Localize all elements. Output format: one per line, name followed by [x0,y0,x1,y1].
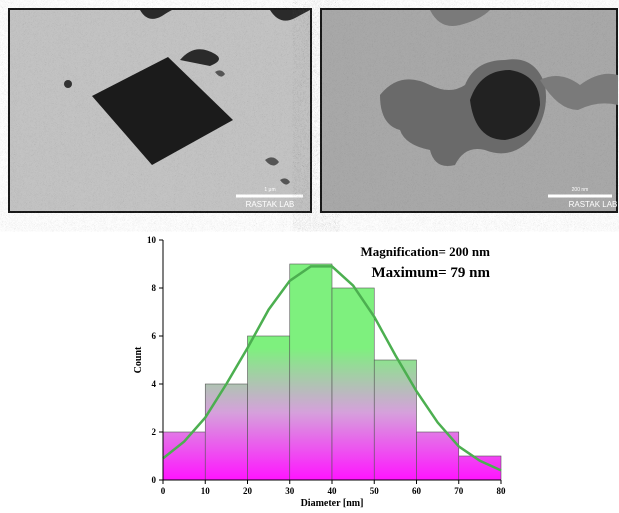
micrograph-left: 1 μm RASTAK LAB [8,8,312,213]
y-tick-label: 8 [152,283,157,293]
annotation: Magnification= 200 nm [361,244,491,259]
x-tick-label: 0 [161,486,166,496]
watermark: RASTAK LAB [569,200,618,209]
scale-label: 200 nm [572,187,589,193]
y-tick-label: 2 [152,427,157,437]
x-tick-label: 80 [497,486,507,496]
annotation: Maximum= 79 nm [371,265,490,281]
x-tick-label: 20 [243,486,253,496]
x-tick-label: 40 [328,486,338,496]
bar [289,263,333,481]
x-tick-label: 10 [201,486,211,496]
y-tick-label: 0 [152,475,157,485]
watermark: RASTAK LAB [246,200,295,209]
x-tick-label: 50 [370,486,380,496]
y-axis-label: Count [133,346,144,373]
bar [247,335,291,481]
y-tick-label: 10 [147,235,157,245]
x-tick-label: 70 [454,486,464,496]
bar [204,383,248,481]
scale-label: 1 μm [264,187,275,193]
bar [162,431,206,481]
x-axis-label: Diameter [nm] [301,498,364,509]
x-tick-label: 60 [412,486,422,496]
fit-curve [162,265,502,472]
y-tick-label: 4 [152,379,157,389]
x-tick-label: 30 [285,486,295,496]
bar [331,287,375,481]
y-tick-label: 6 [152,331,157,341]
micrograph-right: 200 nm RASTAK LAB [320,8,618,213]
